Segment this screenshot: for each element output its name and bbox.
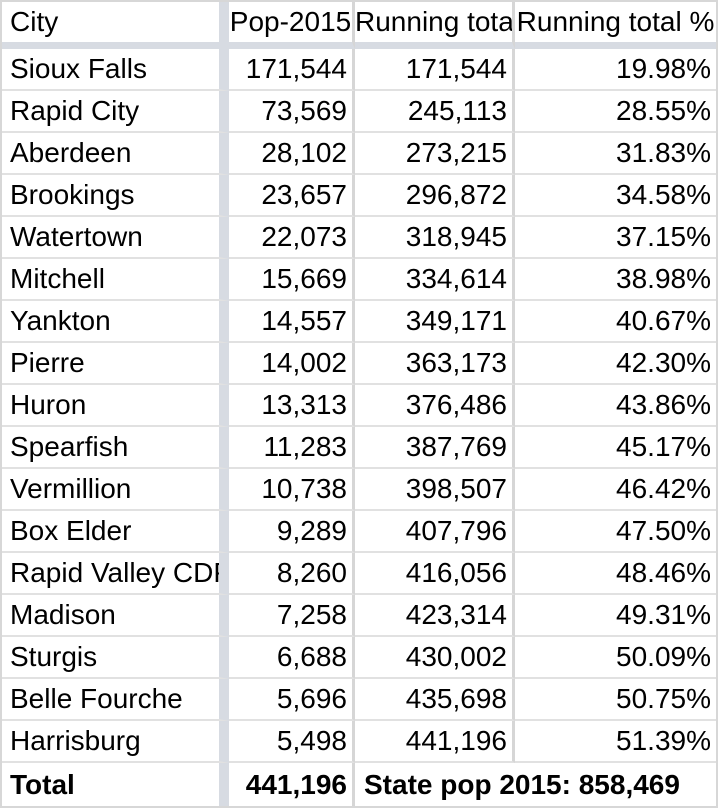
cell-running-total-pct[interactable]: 50.09% [515,637,716,679]
table-row: Madison 7,258 423,314 49.31% [2,595,716,637]
table-row: Pierre 14,002 363,173 42.30% [2,343,716,385]
table-row: Harrisburg 5,498 441,196 51.39% [2,721,716,763]
table-row: Brookings 23,657 296,872 34.58% [2,175,716,217]
table-row: Huron 13,313 376,486 43.86% [2,385,716,427]
cell-running-total-pct[interactable]: 51.39% [515,721,716,763]
cell-pop-2015[interactable]: 73,569 [229,91,355,133]
cell-running-total-pct[interactable]: 50.75% [515,679,716,721]
state-pop-note-cell[interactable]: State pop 2015: 858,469 [355,763,716,806]
col-header-pop-2015[interactable]: Pop-2015 [229,2,355,49]
cell-running-total-pct[interactable]: 42.30% [515,343,716,385]
table-row: Rapid City 73,569 245,113 28.55% [2,91,716,133]
cell-city[interactable]: Rapid City [2,91,229,133]
cell-running-total[interactable]: 363,173 [355,343,515,385]
cell-city[interactable]: Yankton [2,301,229,343]
cell-running-total-pct[interactable]: 40.67% [515,301,716,343]
cell-running-total[interactable]: 435,698 [355,679,515,721]
cell-running-total-pct[interactable]: 34.58% [515,175,716,217]
cell-running-total-pct[interactable]: 46.42% [515,469,716,511]
table-row: Aberdeen 28,102 273,215 31.83% [2,133,716,175]
table-row: Yankton 14,557 349,171 40.67% [2,301,716,343]
cell-running-total-pct[interactable]: 45.17% [515,427,716,469]
cell-running-total-pct[interactable]: 43.86% [515,385,716,427]
cell-pop-2015[interactable]: 23,657 [229,175,355,217]
col-header-running-total-pct[interactable]: Running total % [515,2,716,49]
total-label-cell[interactable]: Total [2,763,229,806]
cell-running-total[interactable]: 273,215 [355,133,515,175]
cell-city[interactable]: Rapid Valley CDP [2,553,229,595]
cell-city[interactable]: Harrisburg [2,721,229,763]
cell-city[interactable]: Belle Fourche [2,679,229,721]
cell-pop-2015[interactable]: 10,738 [229,469,355,511]
cell-running-total-pct[interactable]: 37.15% [515,217,716,259]
cell-city[interactable]: Huron [2,385,229,427]
cell-pop-2015[interactable]: 8,260 [229,553,355,595]
cell-running-total[interactable]: 423,314 [355,595,515,637]
cell-pop-2015[interactable]: 14,002 [229,343,355,385]
cell-running-total[interactable]: 349,171 [355,301,515,343]
cell-city[interactable]: Sioux Falls [2,49,229,91]
cell-running-total[interactable]: 171,544 [355,49,515,91]
cell-pop-2015[interactable]: 11,283 [229,427,355,469]
table-body: Sioux Falls 171,544 171,544 19.98% Rapid Cit… [2,49,716,763]
cell-running-total-pct[interactable]: 19.98% [515,49,716,91]
cell-pop-2015[interactable]: 14,557 [229,301,355,343]
cell-city[interactable]: Aberdeen [2,133,229,175]
cell-running-total-pct[interactable]: 38.98% [515,259,716,301]
cell-city[interactable]: Box Elder [2,511,229,553]
table-row: Belle Fourche 5,696 435,698 50.75% [2,679,716,721]
cell-pop-2015[interactable]: 7,258 [229,595,355,637]
cell-running-total[interactable]: 416,056 [355,553,515,595]
cell-running-total[interactable]: 398,507 [355,469,515,511]
table-row: Mitchell 15,669 334,614 38.98% [2,259,716,301]
cell-pop-2015[interactable]: 13,313 [229,385,355,427]
cell-city[interactable]: Watertown [2,217,229,259]
table-row: Sturgis 6,688 430,002 50.09% [2,637,716,679]
cell-running-total-pct[interactable]: 49.31% [515,595,716,637]
col-header-city[interactable]: City [2,2,229,49]
cell-running-total[interactable]: 245,113 [355,91,515,133]
cell-city[interactable]: Sturgis [2,637,229,679]
cell-city[interactable]: Vermillion [2,469,229,511]
cell-pop-2015[interactable]: 6,688 [229,637,355,679]
col-header-running-total[interactable]: Running total [355,2,515,49]
cell-running-total[interactable]: 318,945 [355,217,515,259]
cell-city[interactable]: Brookings [2,175,229,217]
cell-running-total[interactable]: 296,872 [355,175,515,217]
cell-pop-2015[interactable]: 22,073 [229,217,355,259]
cell-running-total[interactable]: 334,614 [355,259,515,301]
total-pop-cell[interactable]: 441,196 [229,763,355,806]
cell-city[interactable]: Spearfish [2,427,229,469]
cell-pop-2015[interactable]: 9,289 [229,511,355,553]
cell-running-total-pct[interactable]: 48.46% [515,553,716,595]
header-row: City Pop-2015 Running total Running tota… [2,2,716,49]
cell-city[interactable]: Pierre [2,343,229,385]
table-row: Vermillion 10,738 398,507 46.42% [2,469,716,511]
cell-running-total[interactable]: 387,769 [355,427,515,469]
table-row: Spearfish 11,283 387,769 45.17% [2,427,716,469]
cell-running-total[interactable]: 441,196 [355,721,515,763]
cell-city[interactable]: Madison [2,595,229,637]
total-row: Total 441,196 State pop 2015: 858,469 [2,763,716,806]
cell-pop-2015[interactable]: 28,102 [229,133,355,175]
cell-running-total[interactable]: 376,486 [355,385,515,427]
cell-pop-2015[interactable]: 171,544 [229,49,355,91]
cell-running-total-pct[interactable]: 47.50% [515,511,716,553]
table-row: Box Elder 9,289 407,796 47.50% [2,511,716,553]
cell-running-total-pct[interactable]: 31.83% [515,133,716,175]
table-row: Sioux Falls 171,544 171,544 19.98% [2,49,716,91]
cell-pop-2015[interactable]: 5,498 [229,721,355,763]
cell-city[interactable]: Mitchell [2,259,229,301]
cell-running-total[interactable]: 430,002 [355,637,515,679]
cell-running-total-pct[interactable]: 28.55% [515,91,716,133]
table-row: Watertown 22,073 318,945 37.15% [2,217,716,259]
cell-running-total[interactable]: 407,796 [355,511,515,553]
cell-pop-2015[interactable]: 15,669 [229,259,355,301]
cell-pop-2015[interactable]: 5,696 [229,679,355,721]
table-row: Rapid Valley CDP 8,260 416,056 48.46% [2,553,716,595]
